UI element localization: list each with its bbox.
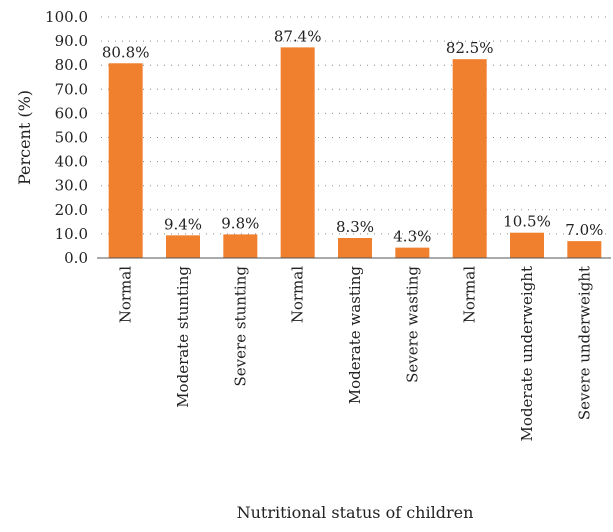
y-tick-label: 0.0 — [64, 249, 88, 267]
x-category-label: Moderate underweight — [518, 266, 536, 441]
x-category-label: Moderate wasting — [346, 266, 364, 405]
data-label: 10.5% — [503, 213, 551, 231]
y-tick-label: 60.0 — [55, 104, 88, 122]
y-tick-label: 10.0 — [55, 225, 88, 243]
x-category-label: Severe underweight — [575, 266, 593, 420]
bars — [108, 47, 602, 259]
x-category-label: Normal — [117, 266, 135, 323]
bar — [108, 63, 143, 258]
y-tick-label: 90.0 — [55, 32, 88, 50]
x-axis-category-labels: Normal Moderate stunting Severe stunting No… — [117, 266, 594, 442]
x-category-label: Normal — [289, 266, 307, 323]
x-category-label: Moderate stunting — [174, 266, 192, 408]
data-label: 4.3% — [393, 228, 431, 246]
bar — [510, 232, 544, 258]
gridlines — [101, 16, 611, 235]
y-tick-label: 30.0 — [55, 177, 88, 195]
y-tick-label: 50.0 — [55, 129, 88, 147]
y-axis-ticks: 0.0 10.0 20.0 30.0 40.0 50.0 60.0 70.0 80.0 90.0 1… — [45, 8, 88, 267]
data-label: 87.4% — [274, 27, 322, 45]
x-category-label: Severe stunting — [231, 266, 249, 387]
y-axis-title: Percent (%) — [15, 90, 34, 185]
data-label: 9.4% — [164, 215, 202, 233]
data-label: 82.5% — [446, 39, 494, 57]
data-label: 7.0% — [565, 221, 603, 239]
x-category-label: Severe wasting — [403, 266, 421, 383]
y-tick-label: 70.0 — [55, 80, 88, 98]
data-labels: 80.8% 9.4% 9.8% 87.4% 8.3% 4.3% 82.5% 10.5% 7.0% — [102, 27, 604, 245]
data-label: 80.8% — [102, 43, 150, 61]
y-tick-label: 40.0 — [55, 153, 88, 171]
y-tick-label: 20.0 — [55, 201, 88, 219]
bar — [338, 237, 372, 258]
bar — [280, 47, 315, 259]
bar — [223, 234, 258, 258]
x-axis-title: Nutritional status of children — [237, 503, 474, 522]
bar — [166, 235, 200, 258]
data-label: 9.8% — [221, 214, 259, 232]
x-category-label: Normal — [461, 266, 479, 323]
y-tick-label: 100.0 — [45, 8, 88, 26]
bar — [567, 241, 602, 258]
bar — [452, 59, 487, 258]
data-label: 8.3% — [336, 218, 374, 236]
y-tick-label: 80.0 — [55, 56, 88, 74]
bar — [395, 247, 430, 258]
